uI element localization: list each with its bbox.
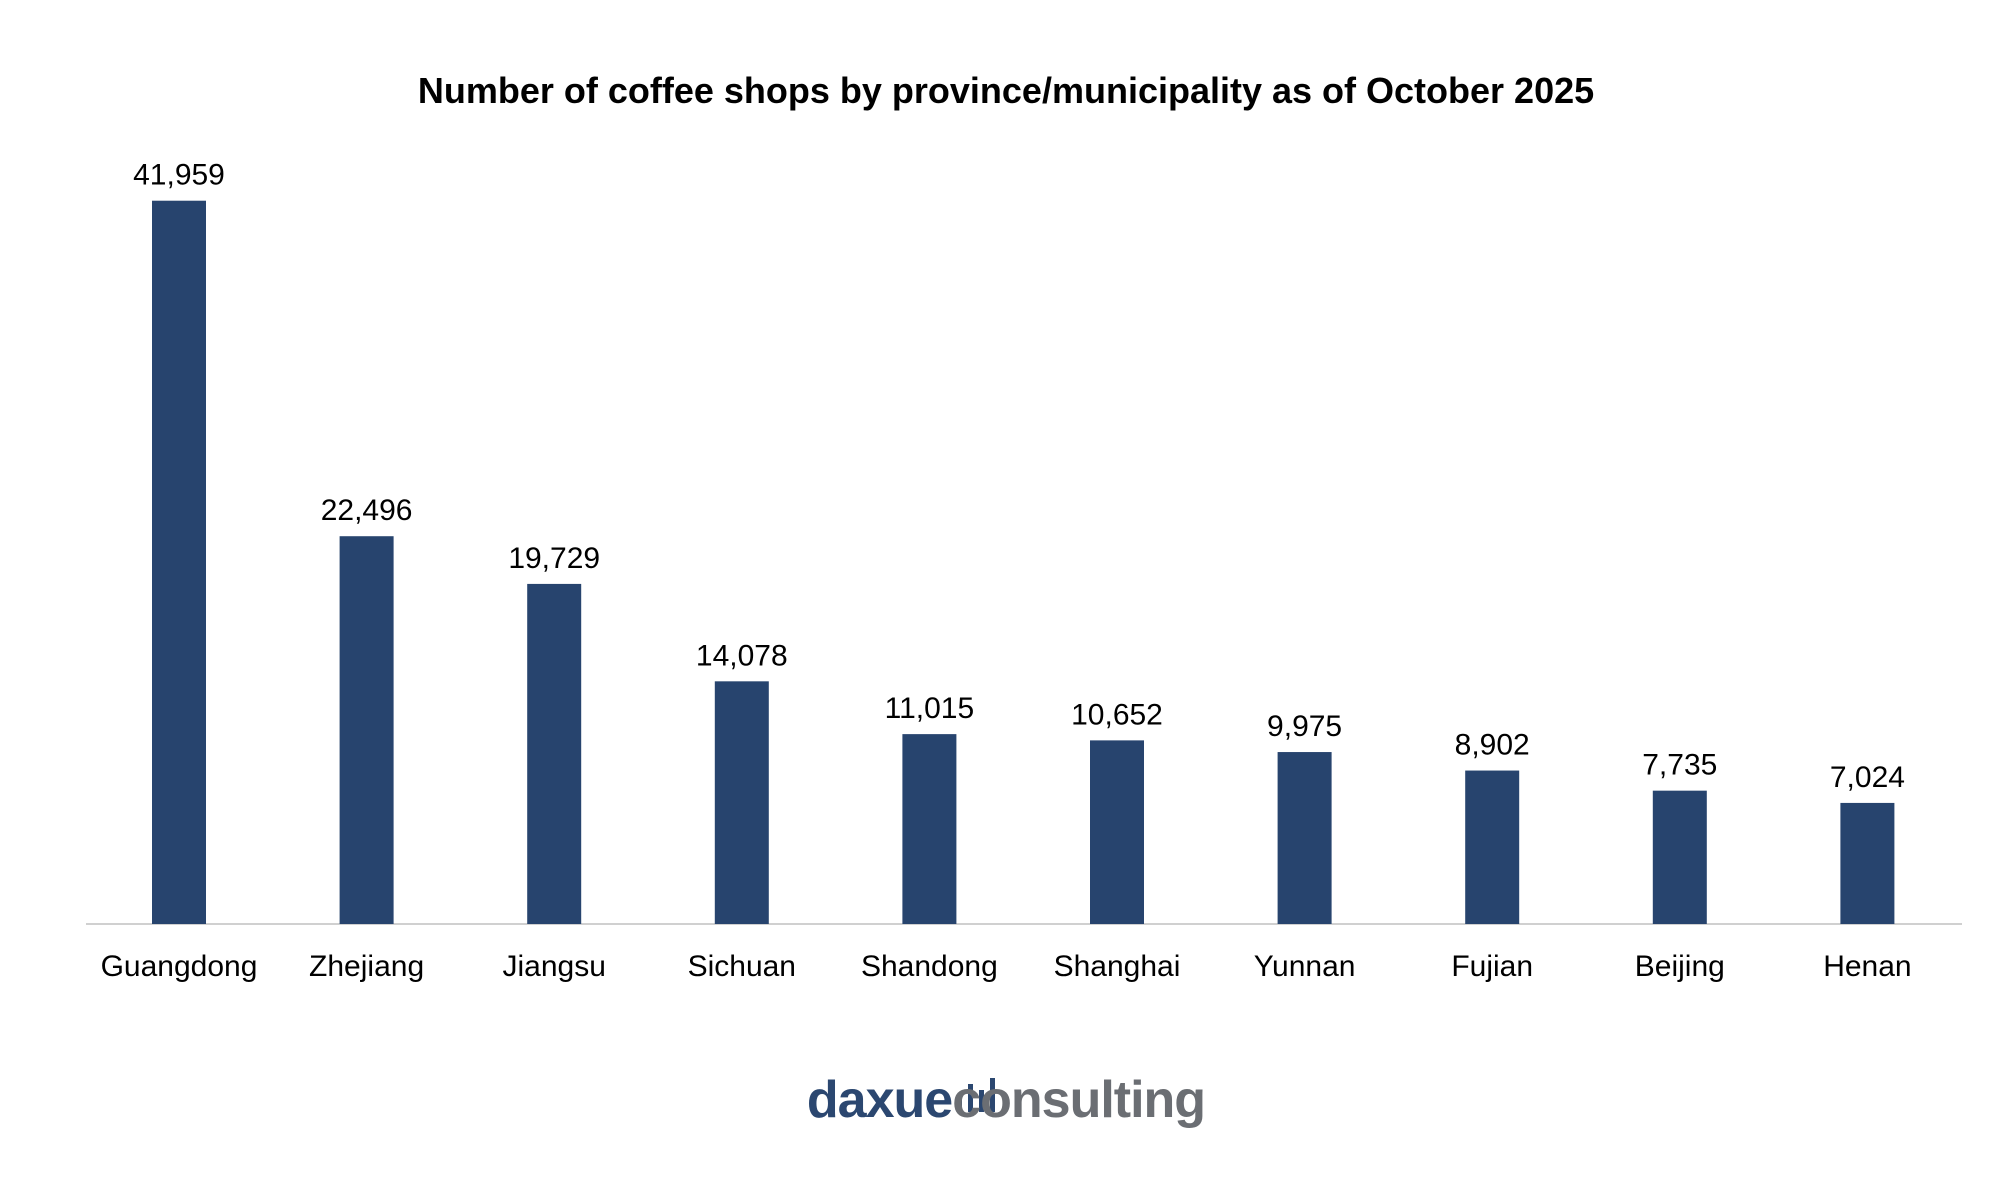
bar-fujian	[1465, 770, 1520, 924]
data-label-shanghai: 10,652	[1071, 698, 1163, 731]
bar-shanghai	[1090, 740, 1144, 924]
bar-sichuan	[714, 681, 769, 924]
data-label-beijing: 7,735	[1642, 749, 1717, 782]
bar-zhejiang	[339, 536, 394, 924]
data-label-jiangsu: 19,729	[508, 542, 600, 575]
category-label-henan: Henan	[1823, 950, 1911, 983]
bar-jiangsu	[527, 583, 582, 924]
data-label-zhejiang: 22,496	[321, 494, 413, 527]
category-labels-group: Guangdong Zhejiang Jiangsu Sichuan Shandong S…	[101, 950, 1912, 983]
bars-group	[152, 200, 1895, 924]
category-label-shandong: Shandong	[861, 950, 998, 983]
logo-text-part2: consulting	[952, 1071, 1206, 1129]
bar-henan	[1840, 802, 1895, 924]
category-label-sichuan: Sichuan	[688, 950, 796, 983]
company-logo: daxueconsulting	[0, 1070, 2012, 1130]
category-label-yunnan: Yunnan	[1254, 950, 1356, 983]
category-label-shanghai: Shanghai	[1054, 950, 1181, 983]
bar-shandong	[902, 734, 957, 924]
chart-title: Number of coffee shops by province/munic…	[417, 70, 1595, 111]
category-label-fujian: Fujian	[1451, 950, 1533, 983]
data-labels-group: 41,959 22,496 19,729 14,078 11,015 10,652 9,97…	[133, 159, 1905, 794]
bar-beijing	[1652, 790, 1707, 924]
bar-yunnan	[1277, 752, 1332, 924]
category-label-guangdong: Guangdong	[101, 950, 258, 983]
data-label-henan: 7,024	[1830, 761, 1905, 794]
category-label-zhejiang: Zhejiang	[309, 950, 424, 983]
bar-chart-icon	[957, 1078, 995, 1112]
data-label-yunnan: 9,975	[1267, 710, 1342, 743]
data-label-fujian: 8,902	[1455, 729, 1530, 762]
category-label-beijing: Beijing	[1635, 950, 1725, 983]
category-label-jiangsu: Jiangsu	[502, 950, 605, 983]
data-label-guangdong: 41,959	[133, 159, 225, 192]
bar-guangdong	[152, 200, 206, 924]
logo-text-part1: daxue	[806, 1071, 953, 1129]
data-label-shandong: 11,015	[885, 692, 975, 725]
data-label-sichuan: 14,078	[696, 639, 788, 672]
